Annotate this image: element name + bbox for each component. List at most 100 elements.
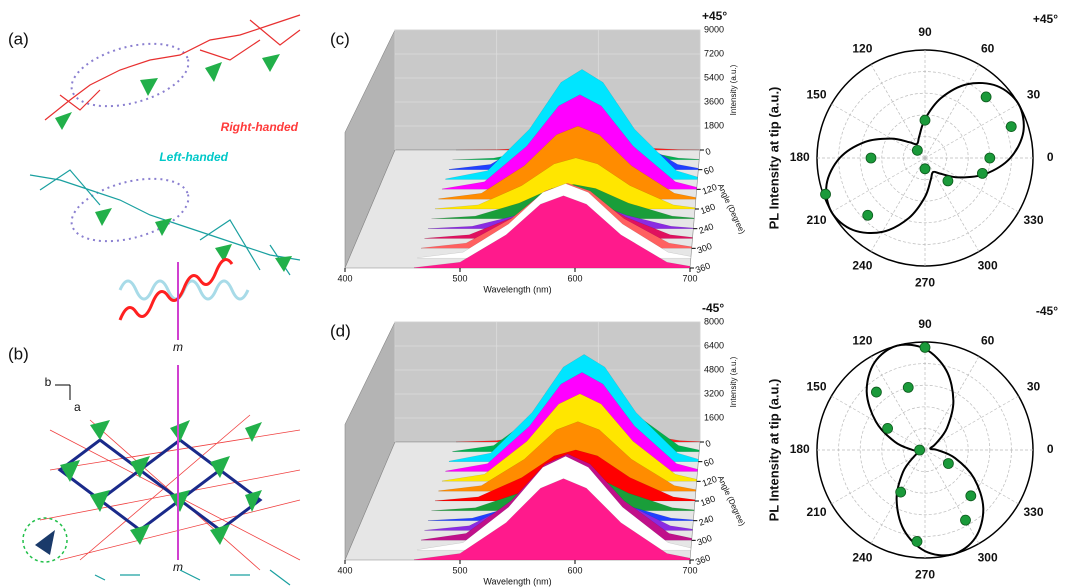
helix-right xyxy=(118,258,234,321)
theta-tick-label: 330 xyxy=(1023,505,1043,519)
theta-tick-label: 300 xyxy=(978,259,998,273)
panel-label: (c) xyxy=(330,29,350,48)
spectrum xyxy=(413,478,691,561)
grid-spoke xyxy=(924,64,980,159)
y-axis-label: Intensity (a.u.) xyxy=(729,64,738,115)
x-tick-label: 500 xyxy=(452,273,467,283)
grid-ring xyxy=(881,406,969,494)
lattice xyxy=(57,438,263,532)
data-point xyxy=(914,444,925,456)
data-point xyxy=(902,382,914,393)
z-tick-label: 240 xyxy=(697,513,715,528)
inset-circle xyxy=(22,517,68,563)
data-point xyxy=(976,167,988,179)
fit-curve xyxy=(825,81,1025,235)
corner-label: +45° xyxy=(702,9,727,23)
grid-spoke xyxy=(831,103,926,159)
z-tick-label: 120 xyxy=(701,182,719,197)
inset-tetrahedron xyxy=(35,530,55,555)
theta-tick-label: 120 xyxy=(852,42,872,56)
corner-label: -45° xyxy=(702,301,724,315)
molecule-right xyxy=(44,14,301,121)
z-tick-label: 300 xyxy=(696,533,714,548)
theta-tick-label: 180 xyxy=(790,442,810,456)
grid-ring xyxy=(859,384,991,516)
data-point xyxy=(984,152,996,164)
theta-tick-label: 150 xyxy=(806,380,826,394)
panel-label: (a) xyxy=(8,29,29,48)
theta-tick-label: 270 xyxy=(915,567,935,581)
y-axis-label: PL Intensity at tip (a.u.) xyxy=(766,87,781,230)
z-tick-label: 240 xyxy=(697,221,715,236)
spectrum xyxy=(413,195,691,269)
data-point xyxy=(895,486,907,498)
grid-spoke xyxy=(870,64,926,159)
x-axis-label: Wavelength (nm) xyxy=(483,284,551,294)
data-point xyxy=(960,514,971,526)
x-tick-label: 700 xyxy=(682,565,697,575)
y-tick-label: 5400 xyxy=(704,72,724,82)
theta-tick-label: 240 xyxy=(852,551,872,565)
structure-diagram-a: Right-handed Left-handed m xyxy=(29,14,301,354)
y-axis-label: PL Intensity at tip (a.u.) xyxy=(766,379,781,522)
theta-tick-label: 30 xyxy=(1027,380,1041,394)
theta-tick-label: 150 xyxy=(806,88,826,102)
y-tick-label: 1800 xyxy=(704,120,724,130)
theta-tick-label: 90 xyxy=(918,25,932,39)
mirror-label: m xyxy=(173,560,183,574)
x-axis-label: Wavelength (nm) xyxy=(483,576,551,586)
theta-tick-label: 180 xyxy=(790,150,810,164)
tetrahedra xyxy=(60,420,262,545)
y-tick-label: 4800 xyxy=(704,364,724,374)
data-point xyxy=(919,114,931,126)
theta-tick-label: 300 xyxy=(978,551,998,565)
z-tick-label: 180 xyxy=(699,494,717,509)
y-tick-label: 3200 xyxy=(704,388,724,398)
y-tick-label: 9000 xyxy=(704,24,724,34)
dotted-ellipse xyxy=(70,42,190,108)
grid-spoke xyxy=(870,356,926,451)
grid-spoke xyxy=(924,356,980,451)
right-handed-label: Right-handed xyxy=(221,120,299,134)
y-tick-label: 3600 xyxy=(704,96,724,106)
data-point xyxy=(965,490,977,502)
x-tick-label: 600 xyxy=(567,565,582,575)
data-point xyxy=(882,422,893,434)
z-tick-label: 60 xyxy=(702,164,715,177)
z-tick-label: 300 xyxy=(696,241,714,256)
data-point xyxy=(871,386,882,398)
panel-label: (b) xyxy=(8,344,29,363)
left-handed-label: Left-handed xyxy=(159,150,228,164)
y-axis-label: Intensity (a.u.) xyxy=(729,356,738,407)
spectrum xyxy=(434,157,696,210)
theta-tick-label: 210 xyxy=(806,505,826,519)
theta-tick-label: 330 xyxy=(1023,213,1043,227)
y-tick-label: 1600 xyxy=(704,412,724,422)
x-tick-label: 400 xyxy=(337,565,352,575)
grid-spoke xyxy=(870,449,926,544)
grid-spoke xyxy=(831,157,926,213)
x-tick-label: 700 xyxy=(682,273,697,283)
z-axis-label: Angle (Degree) xyxy=(716,474,747,527)
axis-a-label: a xyxy=(74,400,81,414)
z-tick-label: 60 xyxy=(702,456,715,469)
data-point xyxy=(942,458,954,469)
grid-spoke xyxy=(870,157,926,252)
structure-diagram-b: b a m xyxy=(22,365,301,586)
theta-tick-label: 30 xyxy=(1027,88,1041,102)
grid-spoke xyxy=(831,449,926,505)
data-point xyxy=(942,175,954,187)
z-tick-label: 0 xyxy=(704,146,712,157)
z-axis-label: Angle (Degree) xyxy=(716,182,747,235)
grid-ring xyxy=(881,114,969,202)
corner-label: +45° xyxy=(1033,12,1058,26)
grid-spoke xyxy=(924,157,980,252)
x-tick-label: 500 xyxy=(452,565,467,575)
z-tick-label: 0 xyxy=(704,438,712,449)
z-tick-label: 120 xyxy=(701,474,719,489)
data-point xyxy=(911,536,923,547)
grid-spoke xyxy=(924,395,1019,451)
y-tick-label: 7200 xyxy=(704,48,724,58)
theta-tick-label: 90 xyxy=(918,317,932,331)
tetrahedra xyxy=(55,54,292,272)
